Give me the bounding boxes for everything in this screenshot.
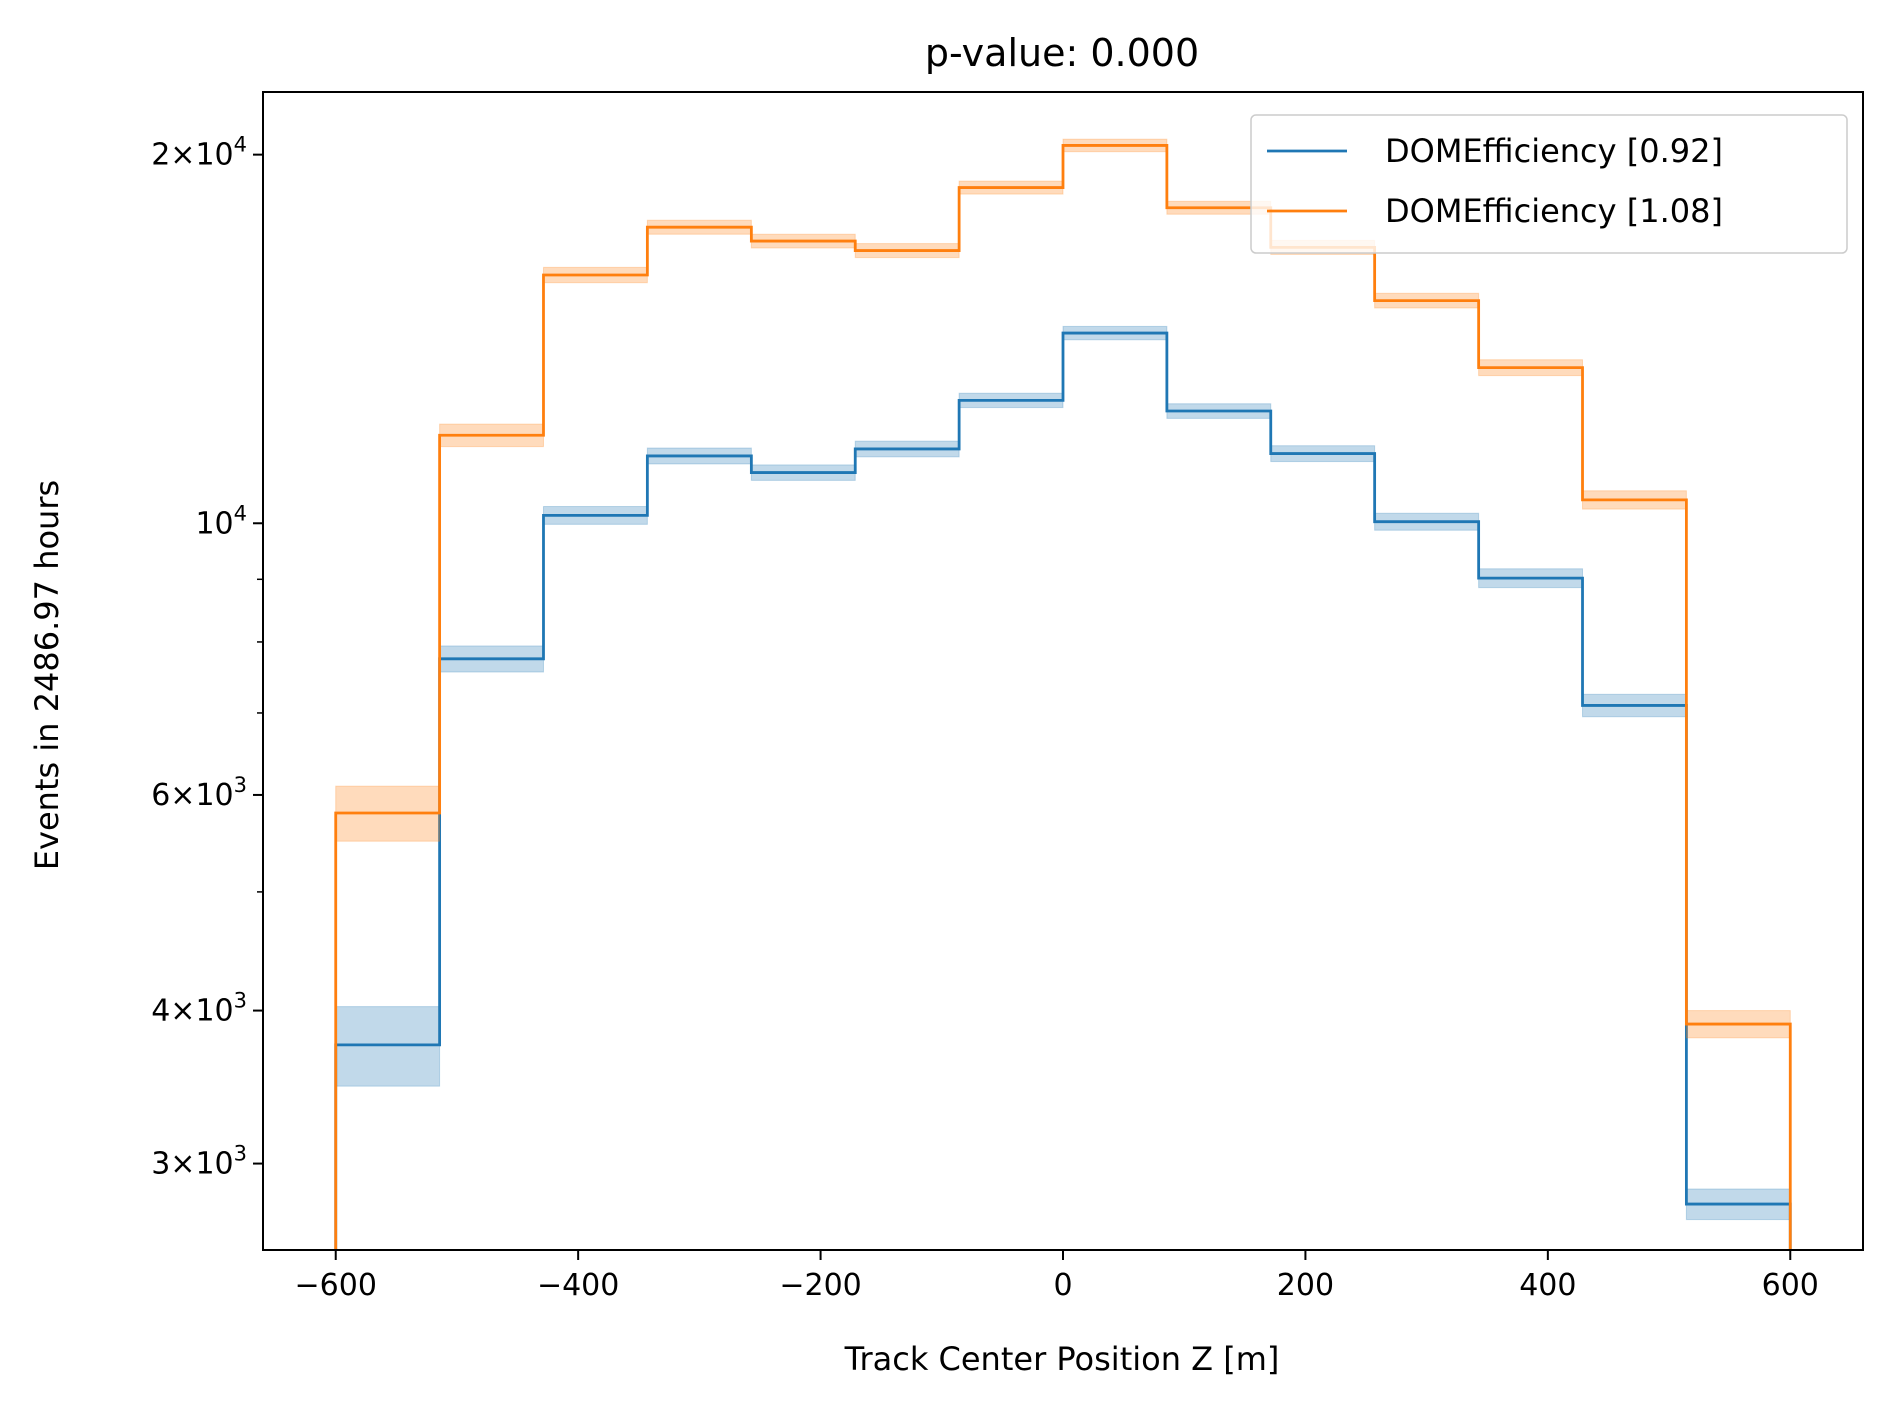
plot-area (334, 138, 1792, 1250)
series-1-error-band (335, 1006, 441, 1087)
x-tick-label: 200 (1277, 1268, 1334, 1303)
series-2 (334, 138, 1792, 1250)
chart-title: p-value: 0.000 (925, 31, 1199, 75)
y-axis-label: Events in 2486.97 hours (28, 480, 66, 870)
series-1-line (334, 331, 1792, 1250)
y-tick-label: 4×103 (151, 989, 247, 1029)
y-tick-label: 3×103 (151, 1142, 247, 1182)
y-tick-label: 104 (195, 501, 247, 541)
y-tick-label: 2×104 (151, 133, 247, 173)
series-group (334, 138, 1792, 1250)
x-tick-label: −600 (295, 1268, 377, 1303)
legend: DOMEfficiency [0.92] DOMEfficiency [1.08] (1250, 114, 1848, 254)
x-axis-label: Track Center Position Z [m] (844, 1340, 1280, 1378)
legend-label: DOMEfficiency [1.08] (1385, 192, 1723, 230)
legend-label: DOMEfficiency [0.92] (1385, 132, 1723, 170)
x-tick-label: 600 (1762, 1268, 1819, 1303)
series-2-line (334, 144, 1792, 1250)
y-tick-label: 6×103 (151, 773, 247, 813)
axes: −600 −400 −200 0 200 400 600 3×103 4×103 6×103 104… (151, 91, 1864, 1303)
x-tick-label: 0 (1053, 1268, 1072, 1303)
legend-box (1250, 114, 1848, 254)
x-tick-label: −400 (537, 1268, 619, 1303)
series-1 (334, 325, 1792, 1250)
x-tick-label: −200 (779, 1268, 861, 1303)
x-tick-label: 400 (1519, 1268, 1576, 1303)
